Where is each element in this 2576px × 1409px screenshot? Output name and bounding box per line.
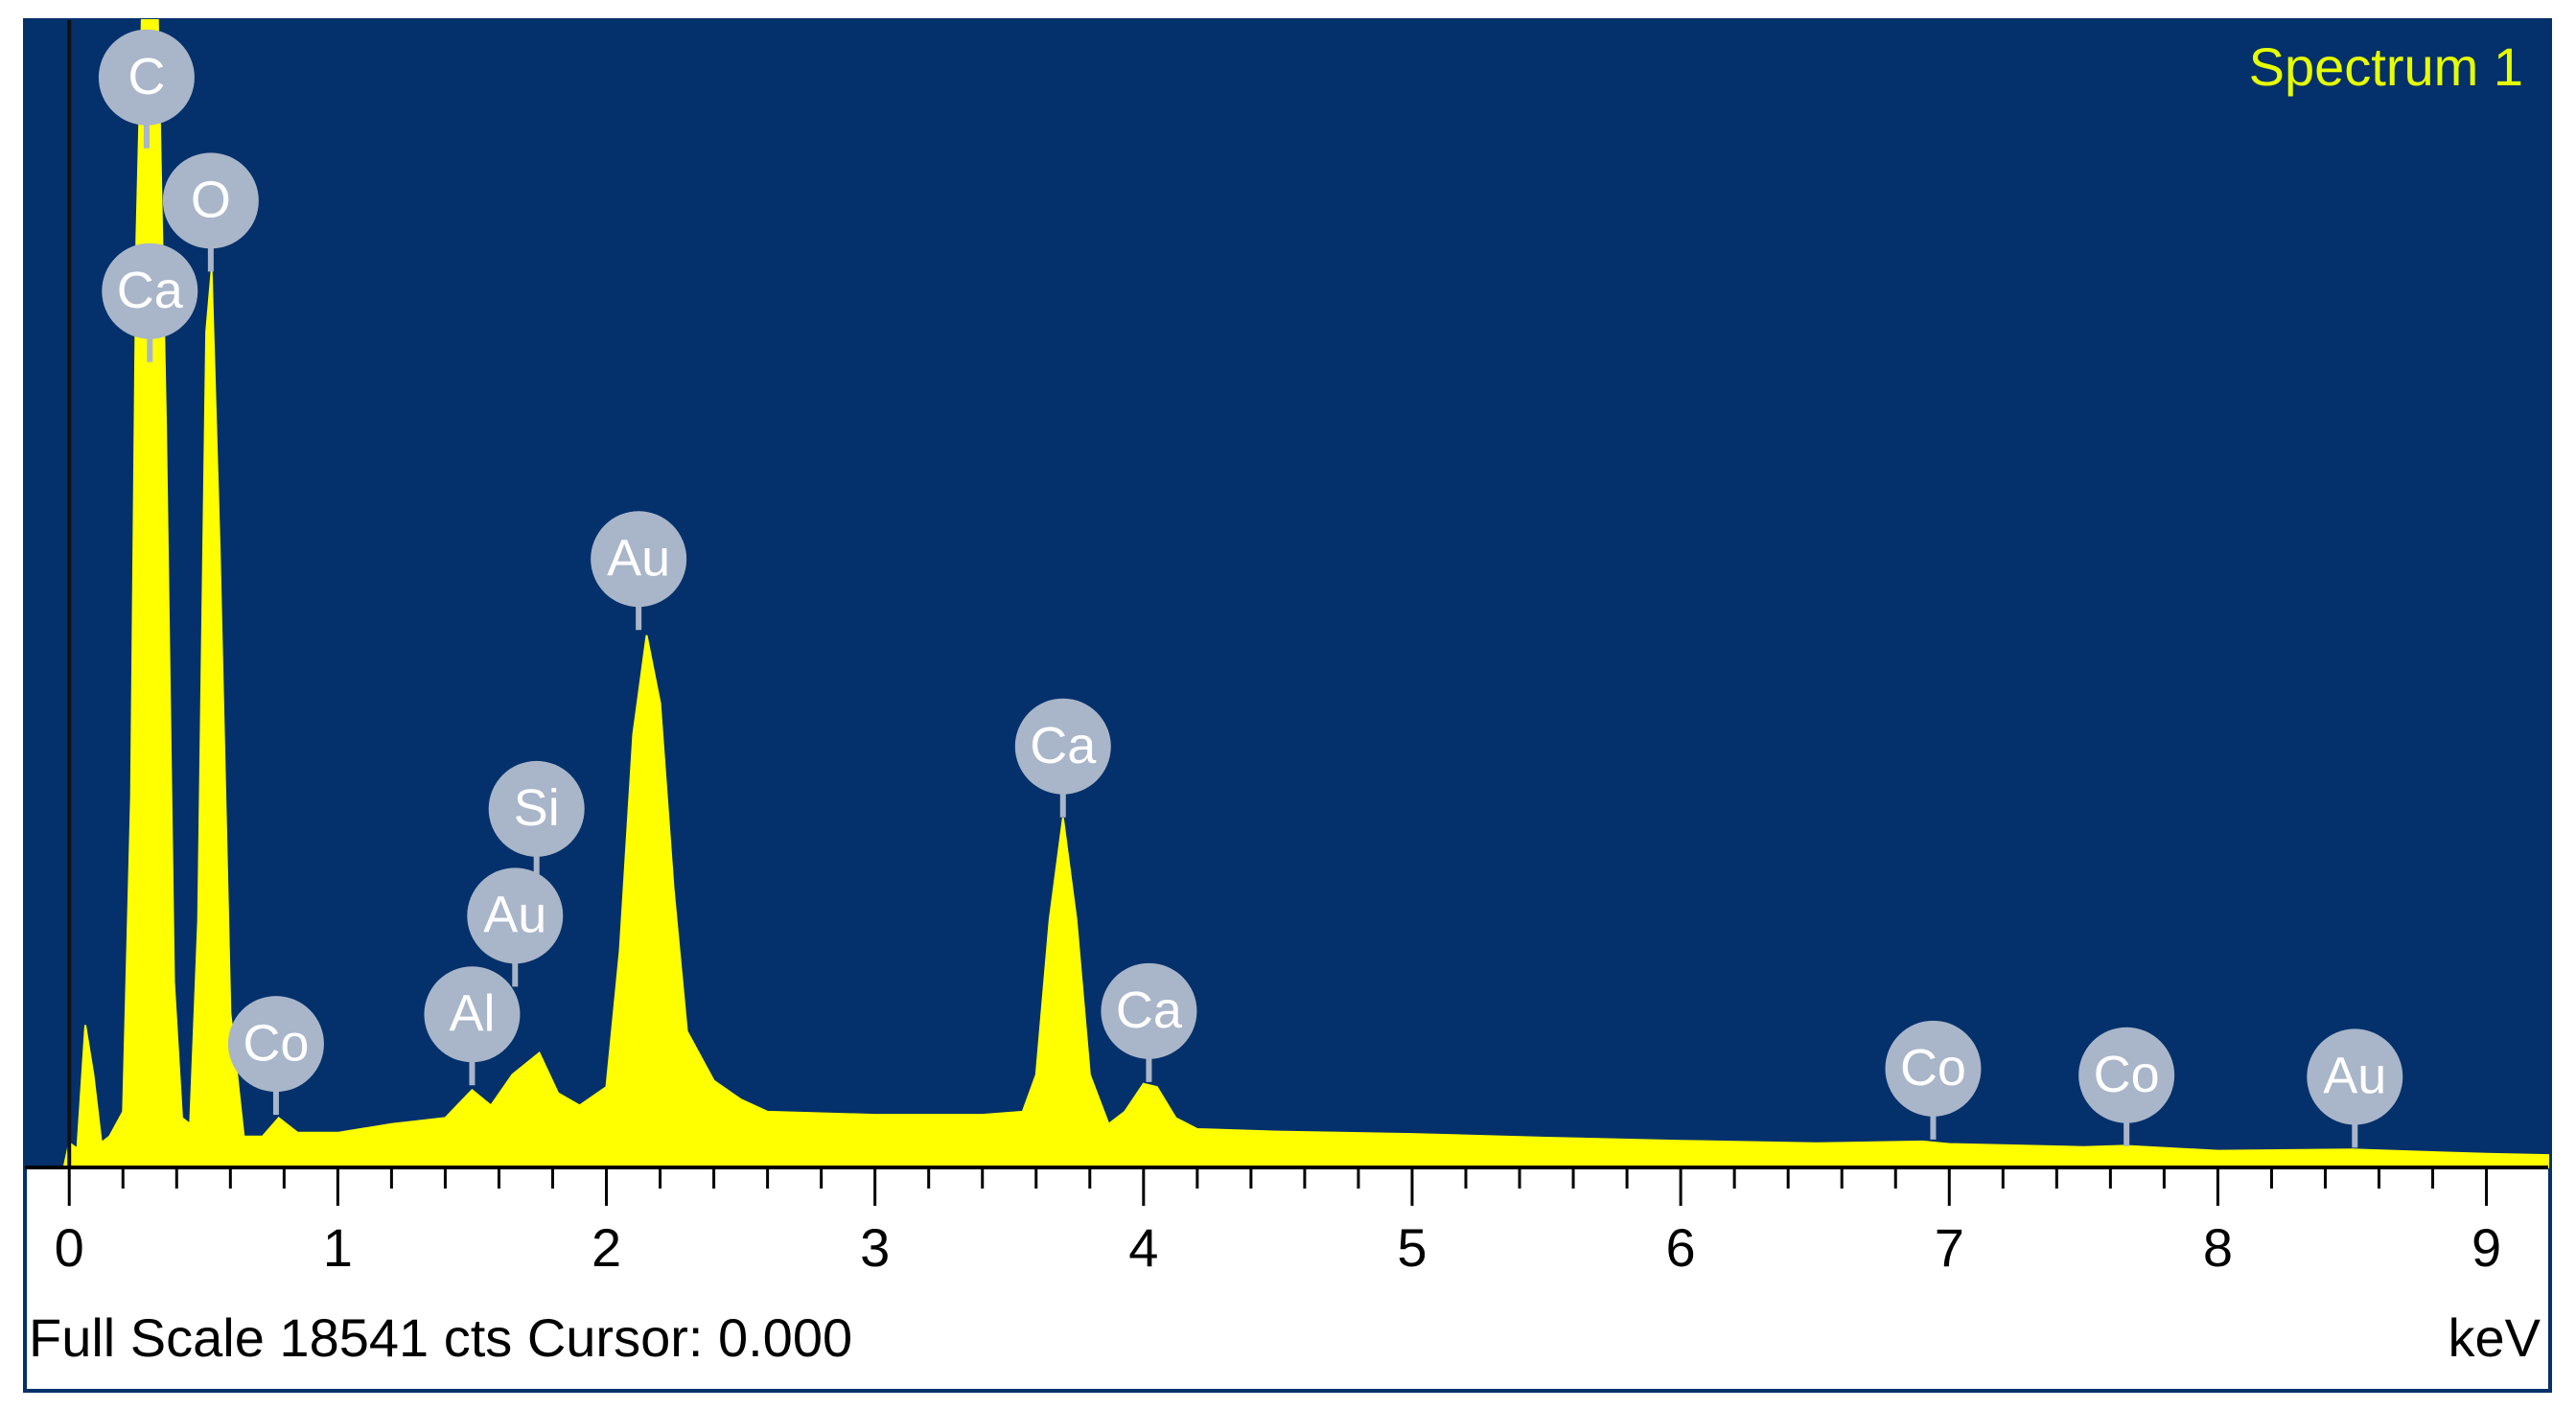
peak-label-badge [424, 966, 521, 1063]
peak-label-badge [488, 760, 585, 857]
x-tick-label: 3 [860, 1217, 890, 1278]
peak-label: O [191, 172, 231, 229]
x-axis-label: keV [2448, 1307, 2541, 1368]
x-tick-label: 8 [2203, 1217, 2233, 1278]
peak-label: Si [514, 779, 560, 837]
peak-label: Co [1900, 1039, 1966, 1097]
peak-label: Ca [1116, 982, 1183, 1039]
plot-area [25, 20, 2548, 1167]
x-tick-label: 4 [1128, 1217, 1158, 1278]
x-tick-label: 0 [55, 1217, 84, 1278]
x-tick-label: 1 [323, 1217, 353, 1278]
peak-label-badge [227, 996, 324, 1093]
x-tick-label: 2 [592, 1217, 621, 1278]
x-tick-label: 9 [2472, 1217, 2501, 1278]
chart-title: Spectrum 1 [2249, 36, 2523, 97]
peak-label-badge [591, 511, 687, 608]
spectrum [62, 19, 2549, 1168]
x-tick-label: 7 [1935, 1217, 1964, 1278]
peak-label: Al [449, 985, 495, 1043]
peak-label: Au [607, 530, 670, 588]
peak-label-badge [1885, 1020, 1982, 1117]
peak-label: C [128, 48, 165, 105]
peak-label-badge [162, 152, 259, 249]
peak-label-badge [2307, 1028, 2403, 1125]
peak-label-badge [102, 243, 198, 339]
footer: Full Scale 18541 cts Cursor: 0.000 [29, 1307, 852, 1368]
peak-label: Ca [1030, 717, 1097, 774]
peak-label: Ca [117, 262, 184, 319]
peak-label: Co [2094, 1046, 2160, 1103]
peak-label: Co [243, 1014, 309, 1072]
x-tick-label: 6 [1666, 1217, 1696, 1278]
peak-label-badge [467, 867, 564, 964]
peak-label-badge [1014, 698, 1111, 795]
peak-label: Au [483, 887, 546, 944]
peak-label-badge [1101, 962, 1197, 1059]
x-tick-label: 5 [1397, 1217, 1427, 1278]
peak-label-badge [2078, 1027, 2175, 1123]
peak-label-badge [98, 29, 195, 126]
peak-label: Au [2323, 1048, 2386, 1105]
